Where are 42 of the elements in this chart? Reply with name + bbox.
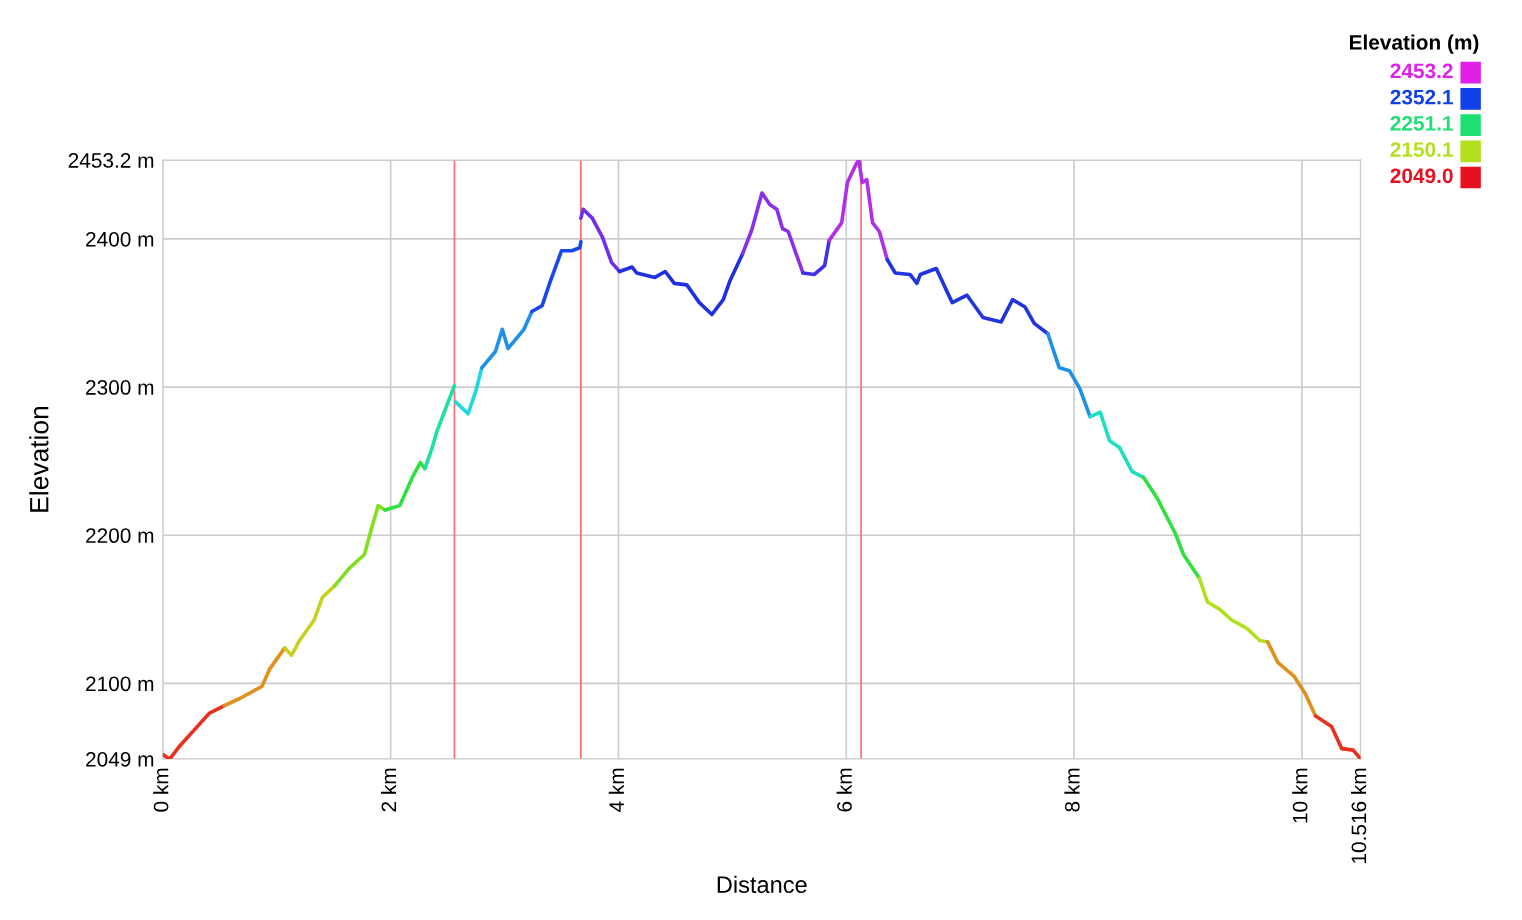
line-series [1313, 714, 1361, 759]
color-bar-title: Elevation (m) [1349, 34, 1479, 54]
line-series [1046, 331, 1092, 419]
y-tick-label: 2400 m [86, 231, 154, 247]
x-tick-label: 10 km [1292, 768, 1308, 823]
line-series [617, 251, 745, 317]
y-tick-label: 2100 m [86, 676, 154, 692]
line-series [423, 383, 457, 471]
line-series [885, 257, 1050, 336]
color-bar-label: 2352.1 [1390, 89, 1453, 105]
x-axis-title: Distance [717, 875, 807, 894]
x-tick-label: 2 km [380, 768, 397, 812]
line-series [801, 238, 831, 277]
line-series [282, 583, 337, 658]
line-series [740, 191, 805, 275]
color-bar-label: 2251.1 [1390, 115, 1453, 131]
x-tick-label: 6 km [836, 768, 852, 812]
y-axis-title: Elevation [29, 406, 49, 512]
line-series [162, 703, 227, 759]
line-series [479, 309, 534, 370]
line-series [222, 646, 287, 708]
x-tick-label: 10.516 km [1350, 768, 1367, 864]
line-series [1197, 576, 1270, 644]
line-series [1088, 410, 1146, 480]
line-series [579, 207, 622, 274]
line-series [530, 240, 583, 314]
line-series [383, 460, 427, 512]
y-tick-label: 2049 m [86, 752, 154, 767]
y-tick-label: 2300 m [86, 380, 154, 395]
x-tick-label: 8 km [1064, 768, 1080, 812]
line-series [453, 366, 484, 416]
x-tick-label: 4 km [608, 768, 624, 812]
color-bar-label: 2150.1 [1390, 142, 1453, 157]
line-series [827, 160, 890, 262]
y-tick-label: 2453.2 m [68, 153, 154, 168]
line-series [1141, 475, 1202, 581]
line-series [333, 503, 387, 588]
color-bar-label: 2049.0 [1390, 168, 1453, 184]
color-bar-label: 2453.2 [1390, 63, 1453, 79]
y-tick-label: 2200 m [86, 528, 154, 544]
x-tick-label: 0 km [153, 768, 169, 812]
line-series [1265, 640, 1318, 718]
